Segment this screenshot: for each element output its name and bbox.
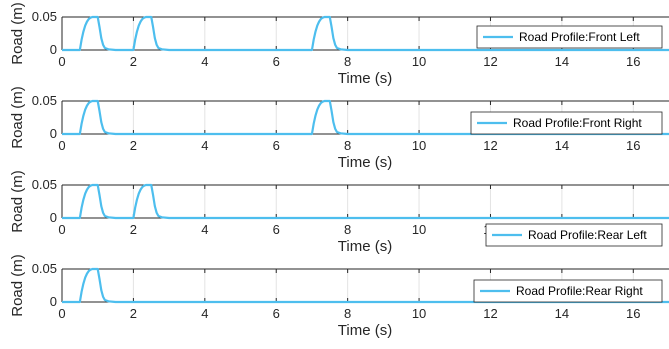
x-tick-label: 14 [555,54,569,69]
x-tick-label: 8 [344,222,351,237]
x-tick-label: 4 [201,138,208,153]
legend-box [473,279,663,303]
x-tick-label: 2 [130,306,137,321]
y-tick-label: 0 [50,210,57,225]
x-tick-label: 2 [130,138,137,153]
x-tick-label: 2 [130,222,137,237]
y-axis-label: Road (m) [9,254,26,317]
x-axis-label: Time (s) [338,322,392,339]
x-tick-label: 2 [130,54,137,69]
legend-box [470,111,663,135]
x-tick-label: 10 [412,138,426,153]
x-tick-label: 10 [412,54,426,69]
x-tick-label: 16 [626,54,640,69]
x-tick-label: 6 [273,54,280,69]
x-tick-label: 0 [58,222,65,237]
series-line [62,267,669,304]
x-axis-label: Time (s) [338,154,392,171]
legend-label: Road Profile:Front Left [519,30,640,44]
x-tick-label: 6 [273,138,280,153]
legend: Road Profile:Rear Right [473,279,663,303]
x-tick-label: 10 [412,306,426,321]
x-tick-label: 6 [273,306,280,321]
x-tick-label: 16 [626,138,640,153]
x-tick-label: 10 [412,222,426,237]
x-axis-label: Time (s) [338,70,392,87]
x-tick-label: 6 [273,222,280,237]
x-tick-label: 12 [483,138,497,153]
x-tick-label: 0 [58,306,65,321]
y-tick-label: 0.05 [32,93,57,108]
series-line [62,183,669,220]
y-axis-label: Road (m) [9,170,26,233]
legend-label: Road Profile:Front Right [513,116,642,130]
x-tick-label: 12 [483,54,497,69]
x-tick-label: 14 [555,138,569,153]
legend-label: Road Profile:Rear Right [516,284,643,298]
y-tick-label: 0 [50,294,57,309]
series-line [62,15,669,52]
legend: Road Profile:Rear Left [485,223,663,247]
x-tick-label: 4 [201,306,208,321]
legend-box [476,25,663,49]
x-axis-label: Time (s) [338,238,392,255]
legend-box [485,223,663,247]
x-tick-label: 0 [58,54,65,69]
x-tick-label: 14 [555,306,569,321]
y-axis-label: Road (m) [9,86,26,149]
x-tick-label: 4 [201,54,208,69]
y-tick-label: 0.05 [32,261,57,276]
x-tick-label: 8 [344,54,351,69]
y-tick-label: 0 [50,42,57,57]
x-tick-label: 12 [483,306,497,321]
y-tick-label: 0 [50,126,57,141]
x-tick-label: 8 [344,306,351,321]
x-tick-label: 16 [626,306,640,321]
legend: Road Profile:Front Left [476,25,663,49]
legend-label: Road Profile:Rear Left [528,228,647,242]
y-axis-label: Road (m) [9,2,26,65]
subplot-1: 0 2 4 6 8 10 12 14 16 0 0.05 Time (s) Road (m) Road P… [9,2,669,87]
subplot-2: 0 2 4 6 8 10 12 14 16 0 0.05 Time (s) Road (m) Road P… [9,86,669,171]
subplot-4: 0 2 4 6 8 10 12 14 16 0 0.05 Time (s) Road (m) Road P… [9,254,669,339]
x-tick-label: 4 [201,222,208,237]
series-line [62,99,669,136]
x-tick-label: 8 [344,138,351,153]
x-tick-label: 0 [58,138,65,153]
y-tick-label: 0.05 [32,177,57,192]
y-tick-label: 0.05 [32,9,57,24]
legend: Road Profile:Front Right [470,111,663,135]
